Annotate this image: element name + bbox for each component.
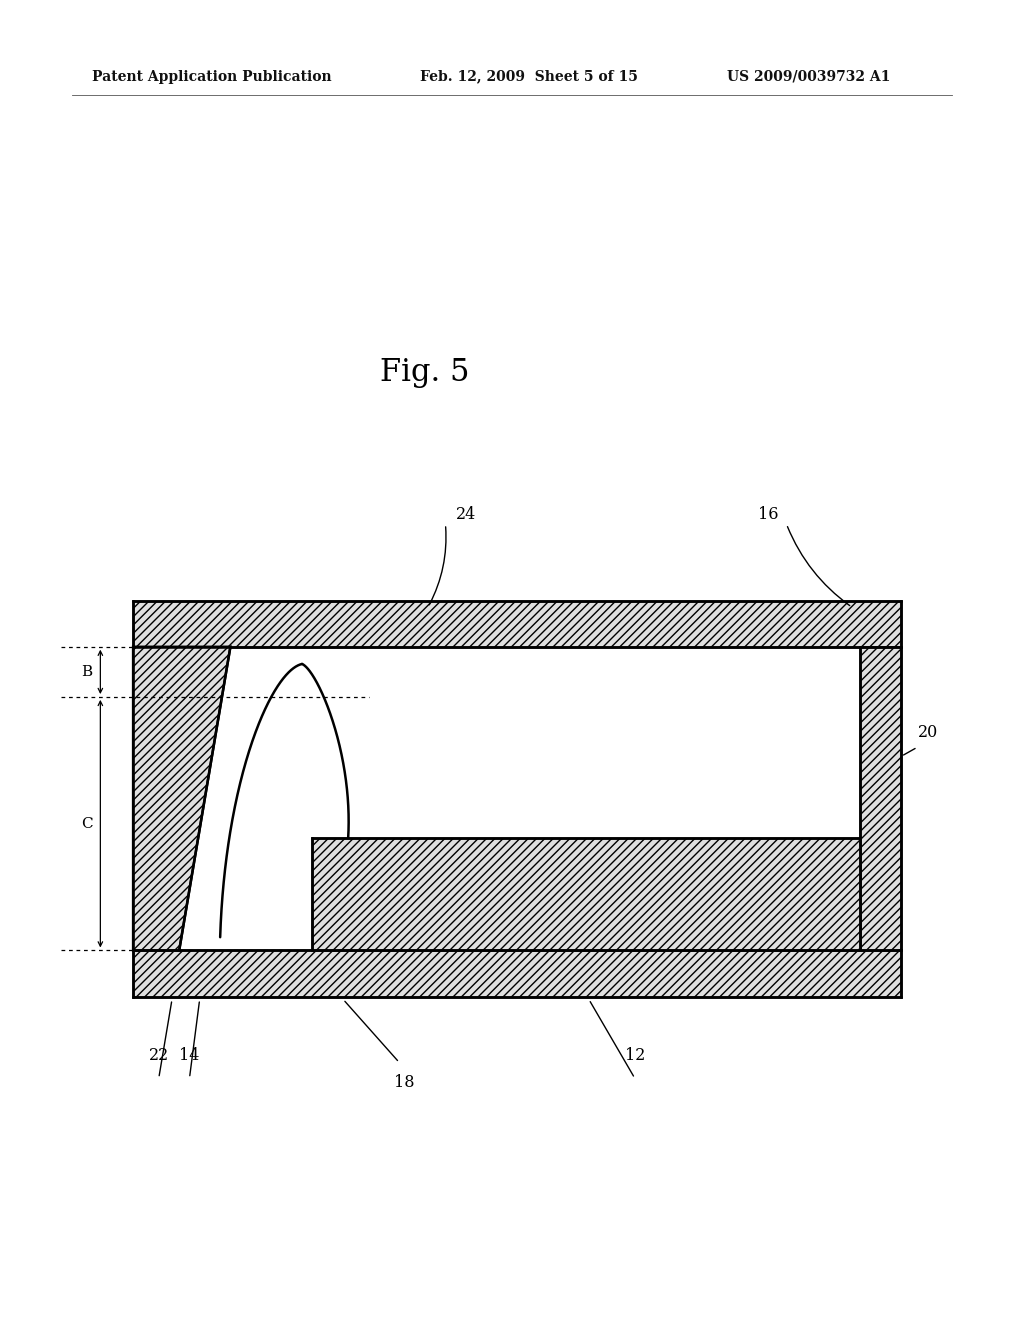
Text: B: B bbox=[82, 665, 92, 678]
Text: 18: 18 bbox=[394, 1074, 415, 1090]
Bar bbox=[230, 647, 860, 950]
Text: 16: 16 bbox=[758, 507, 778, 523]
Text: C: C bbox=[81, 817, 93, 830]
Bar bbox=[133, 601, 901, 647]
Bar bbox=[133, 950, 901, 997]
Text: US 2009/0039732 A1: US 2009/0039732 A1 bbox=[727, 70, 891, 83]
Text: 24: 24 bbox=[456, 507, 476, 523]
Text: 20: 20 bbox=[918, 725, 938, 741]
Text: Fig. 5: Fig. 5 bbox=[380, 356, 470, 388]
Text: Patent Application Publication: Patent Application Publication bbox=[92, 70, 332, 83]
Polygon shape bbox=[133, 647, 230, 950]
Bar bbox=[312, 838, 860, 950]
Text: 22: 22 bbox=[148, 1048, 169, 1064]
Text: Feb. 12, 2009  Sheet 5 of 15: Feb. 12, 2009 Sheet 5 of 15 bbox=[420, 70, 638, 83]
Text: 12: 12 bbox=[625, 1048, 645, 1064]
Text: 14: 14 bbox=[179, 1048, 200, 1064]
Bar bbox=[860, 647, 901, 950]
